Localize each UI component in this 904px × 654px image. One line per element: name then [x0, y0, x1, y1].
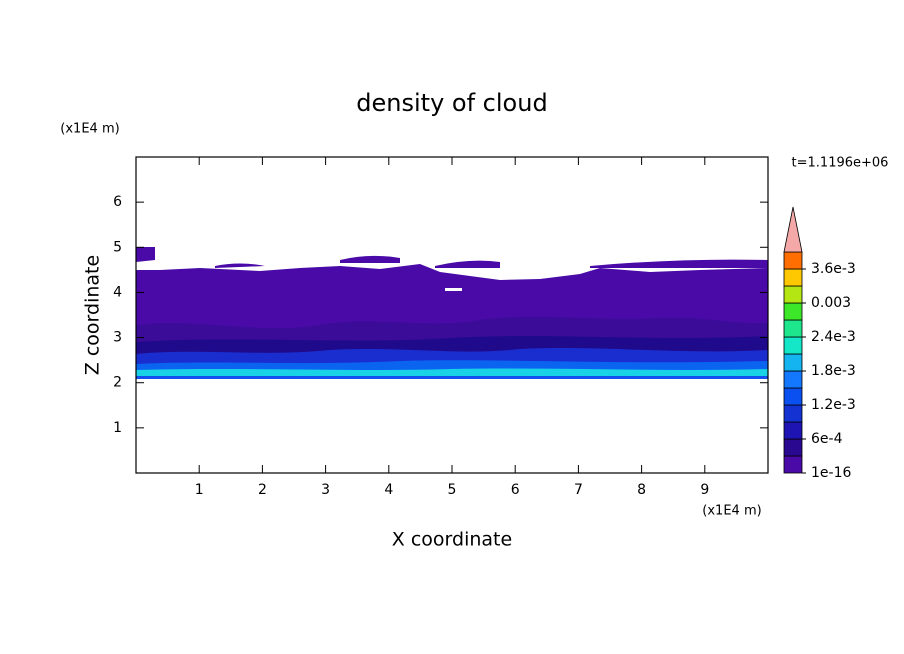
- y-tick-label: 2: [113, 375, 122, 391]
- colorbar-tick-label: 6e-4: [811, 431, 843, 447]
- x-tick-label: 7: [574, 482, 583, 498]
- x-tick-label: 8: [637, 482, 646, 498]
- y-axis-label: Z coordinate: [82, 255, 104, 375]
- colorbar-box: [783, 455, 803, 474]
- colorbar-box: [783, 353, 803, 372]
- y-tick-label: 5: [113, 239, 122, 255]
- colorbar-box: [783, 370, 803, 389]
- x-tick-label: 1: [195, 482, 204, 498]
- y-tick-label: 1: [113, 420, 122, 436]
- chart-title: density of cloud: [356, 89, 547, 117]
- contour-patch: [136, 247, 768, 268]
- colorbar-box: [783, 438, 803, 457]
- contour-field: [136, 247, 768, 379]
- x-tick-label: 2: [258, 482, 267, 498]
- colorbar-tick-label: 1.8e-3: [811, 363, 856, 379]
- colorbar-box: [783, 302, 803, 321]
- x-tick-label: 3: [321, 482, 330, 498]
- colorbar-tick-label: 1e-16: [811, 465, 851, 481]
- colorbar-tick-label: 2.4e-3: [811, 329, 856, 345]
- colorbar-box: [783, 319, 803, 338]
- colorbar-extend: [783, 206, 803, 253]
- colorbar-box: [783, 336, 803, 355]
- x-tick-label: 4: [384, 482, 393, 498]
- colorbar-box: [783, 285, 803, 304]
- x-axis-label: X coordinate: [392, 529, 512, 551]
- y-tick-label: 4: [113, 284, 122, 300]
- colorbar-box: [783, 268, 803, 287]
- x-unit: (x1E4 m): [702, 504, 761, 519]
- y-tick-label: 6: [113, 194, 122, 210]
- colorbar-tick-label: 0.003: [811, 295, 851, 311]
- contour-layer: [136, 376, 768, 379]
- contour-layer: [136, 368, 768, 377]
- x-tick-label: 5: [448, 482, 457, 498]
- colorbar-box: [783, 404, 803, 423]
- colorbar-tick-label: 3.6e-3: [811, 261, 856, 277]
- y-tick-label: 3: [113, 330, 122, 346]
- colorbar-tick-label: 1.2e-3: [811, 397, 856, 413]
- colorbar-box: [783, 387, 803, 406]
- x-tick-label: 9: [700, 482, 709, 498]
- y-unit: (x1E4 m): [60, 122, 119, 137]
- contour-gap: [445, 288, 462, 291]
- x-tick-label: 6: [511, 482, 520, 498]
- colorbar-box: [783, 421, 803, 440]
- colorbar-box: [783, 251, 803, 270]
- time-label: t=1.1196e+06: [792, 156, 889, 171]
